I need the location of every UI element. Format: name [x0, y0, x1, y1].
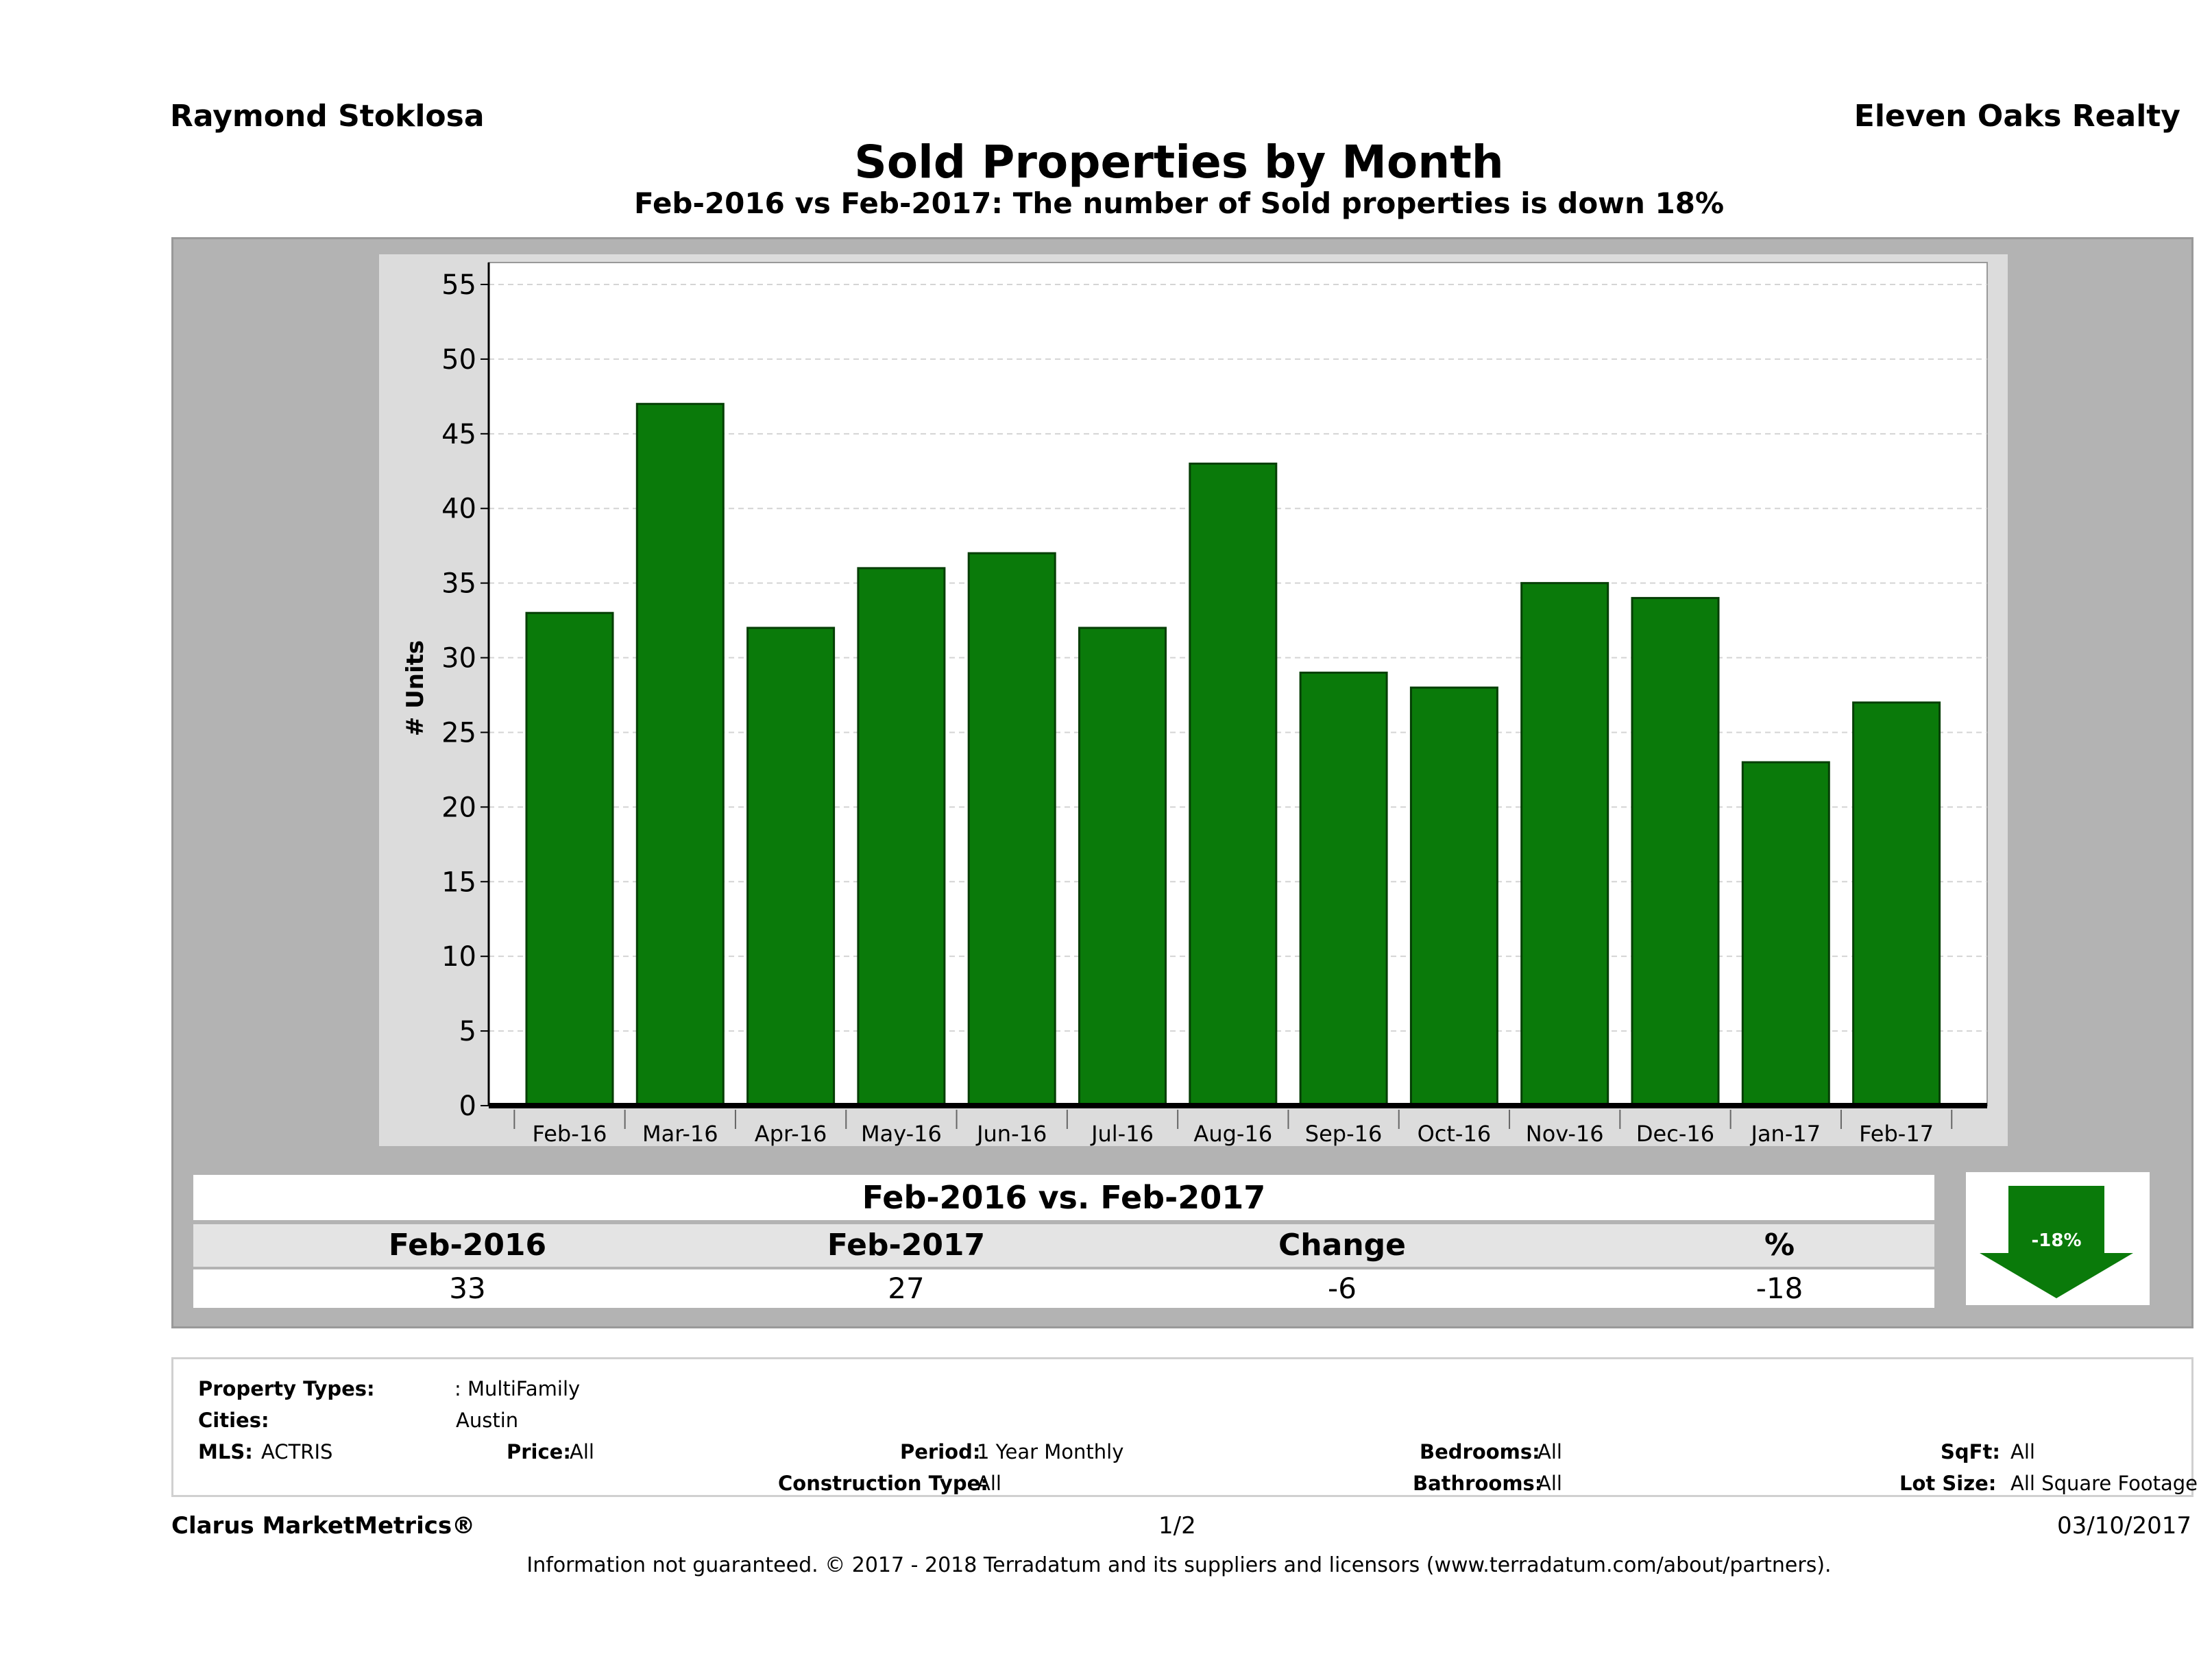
bathrooms-label: Bathrooms: [1413, 1472, 1543, 1495]
x-tick-label: Apr-16 [755, 1121, 827, 1147]
x-tick-label: Jun-16 [975, 1121, 1047, 1147]
summary-value-percent: -18 [1755, 1272, 1803, 1305]
y-tick-label: 20 [441, 792, 476, 823]
agent-name: Raymond Stoklosa [170, 99, 485, 134]
y-axis-label: # Units [402, 640, 429, 736]
x-tick-label: Feb-17 [1859, 1121, 1934, 1147]
x-tick-label: Feb-16 [533, 1121, 607, 1147]
page-number: 1/2 [1158, 1512, 1196, 1540]
bar-may-16 [857, 567, 946, 1107]
period-label: Period: [900, 1440, 981, 1463]
y-tick-label: 45 [441, 419, 476, 450]
change-badge: -18% [1966, 1172, 2150, 1305]
down-arrow-icon: -18% [1980, 1186, 2133, 1298]
bedrooms-value: All [1538, 1440, 1562, 1463]
y-tick-label: 50 [441, 344, 476, 376]
x-tick-label: Aug-16 [1193, 1121, 1272, 1147]
property-types-label: Property Types: [198, 1377, 375, 1400]
summary-col-feb-2017: Feb-2017 [827, 1228, 986, 1263]
bar-jul-16 [1078, 627, 1167, 1107]
summary-heading: Feb-2016 vs. Feb-2017 [193, 1175, 1934, 1220]
y-tick-label: 0 [459, 1091, 476, 1122]
price-label: Price: [507, 1440, 571, 1463]
bedrooms-label: Bedrooms: [1420, 1440, 1540, 1463]
y-tick-label: 25 [441, 717, 476, 749]
disclaimer: Information not guaranteed. © 2017 - 201… [526, 1553, 1832, 1577]
mls-label: MLS: [198, 1440, 253, 1463]
summary-col-change: Change [1278, 1228, 1406, 1263]
x-tick-label: Dec-16 [1636, 1121, 1714, 1147]
mls-value: ACTRIS [261, 1440, 333, 1463]
company-name: Eleven Oaks Realty [1854, 99, 2180, 134]
report-criteria: Property Types: : MultiFamily Cities: Au… [171, 1357, 2198, 1497]
chart-panel: 0 5 10 15 20 25 30 35 40 45 50 55 Feb-16 Mar-16 Apr-16… [171, 237, 2193, 1328]
construction-type-label: Construction Type: [778, 1472, 988, 1495]
construction-type-value: All [977, 1472, 1001, 1495]
bar-aug-16 [1189, 462, 1278, 1107]
sqft-label: SqFt: [1941, 1440, 2000, 1463]
chart-title: Sold Properties by Month [854, 136, 1504, 189]
lot-size-value: All Square Footage [2010, 1472, 2198, 1495]
chart-subtitle: Feb-2016 vs Feb-2017: The number of Sold… [633, 186, 1725, 220]
lot-size-label: Lot Size: [1899, 1472, 1997, 1495]
y-tick-label: 35 [441, 568, 476, 600]
x-tick-label: Sep-16 [1305, 1121, 1383, 1147]
summary-header-row: Feb-2016 Feb-2017 Change % [193, 1224, 1934, 1267]
summary-value-feb-2016: 33 [449, 1272, 486, 1305]
bar-sep-16 [1299, 671, 1388, 1107]
bar-apr-16 [746, 627, 836, 1107]
bar-oct-16 [1409, 686, 1498, 1107]
sqft-value: All [2010, 1440, 2035, 1463]
property-types-value: : MultiFamily [454, 1377, 581, 1400]
cities-value: Austin [456, 1409, 519, 1432]
x-tick-label: Nov-16 [1526, 1121, 1604, 1147]
bar-feb-16 [525, 611, 614, 1107]
badge-label: -18% [2031, 1230, 2081, 1251]
report-date: 03/10/2017 [2057, 1512, 2191, 1540]
summary-col-percent: % [1764, 1228, 1795, 1263]
footer-brand: Clarus MarketMetrics® [171, 1512, 476, 1540]
x-tick-label: Jul-16 [1090, 1121, 1154, 1147]
cities-label: Cities: [198, 1409, 269, 1432]
bar-jan-17 [1741, 761, 1830, 1107]
bar-dec-16 [1631, 596, 1720, 1107]
bar-mar-16 [635, 402, 725, 1107]
x-tick-label: Mar-16 [642, 1121, 718, 1147]
y-tick-label: 5 [459, 1016, 476, 1047]
summary-value-feb-2017: 27 [888, 1272, 925, 1305]
price-value: All [570, 1440, 594, 1463]
period-value: 1 Year Monthly [977, 1440, 1124, 1463]
bathrooms-value: All [1538, 1472, 1562, 1495]
y-tick-label: 15 [441, 866, 476, 898]
summary-value-change: -6 [1328, 1272, 1357, 1305]
bar-nov-16 [1520, 582, 1609, 1107]
x-tick-label: May-16 [861, 1121, 942, 1147]
x-tick-label: Jan-17 [1750, 1121, 1821, 1147]
summary-value-row: 33 27 -6 -18 [193, 1269, 1934, 1308]
y-tick-label: 55 [441, 269, 476, 301]
bar-chart: 0 5 10 15 20 25 30 35 40 45 50 55 Feb-16 Mar-16 Apr-16… [379, 254, 2008, 1147]
bar-feb-17 [1852, 701, 1941, 1107]
summary-col-feb-2016: Feb-2016 [388, 1228, 547, 1263]
x-tick-label: Oct-16 [1418, 1121, 1492, 1147]
y-tick-label: 30 [441, 643, 476, 674]
y-tick-label: 40 [441, 494, 476, 525]
bar-jun-16 [967, 552, 1056, 1107]
y-tick-label: 10 [441, 941, 476, 973]
